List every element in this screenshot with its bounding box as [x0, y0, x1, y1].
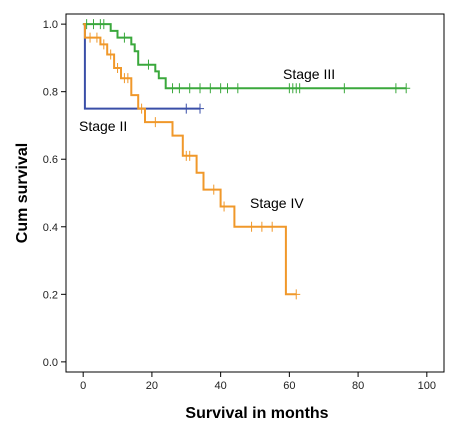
x-tick-label: 100 — [418, 380, 436, 392]
censor-mark-stage-iv — [113, 63, 122, 74]
censor-mark-stage-iii — [223, 83, 232, 94]
censor-mark-stage-iv — [99, 39, 108, 50]
series-stage-iv — [83, 23, 301, 300]
y-axis-title: Cum survival — [14, 143, 31, 243]
censor-mark-stage-iv — [268, 221, 277, 232]
series-label-stage-ii: Stage II — [79, 118, 127, 134]
x-axis-title: Survival in months — [185, 405, 328, 422]
censor-mark-stage-iii — [391, 83, 400, 94]
axes: 0 20 40 60 80 100 0.0 0.2 0.4 0.6 0.8 1.0 — [43, 19, 436, 392]
series-label-stage-iii: Stage III — [283, 66, 335, 82]
censor-mark-stage-iii — [168, 83, 177, 94]
series-layer — [82, 19, 411, 300]
censor-mark-stage-iii — [206, 83, 215, 94]
censor-mark-stage-ii — [182, 103, 191, 114]
y-tick-label: 1.0 — [43, 19, 58, 31]
y-tick-label: 0.2 — [43, 289, 58, 301]
censor-mark-stage-iv — [86, 32, 95, 43]
y-tick-label: 0.0 — [43, 357, 58, 369]
x-tick-label: 0 — [80, 380, 86, 392]
series-line-stage-iv — [83, 23, 297, 296]
y-tick-label: 0.8 — [43, 87, 58, 99]
x-tick-label: 80 — [352, 380, 364, 392]
censor-mark-stage-iv — [257, 221, 266, 232]
censor-mark-stage-iii — [340, 83, 349, 94]
censor-mark-stage-iv — [247, 221, 256, 232]
plot-frame — [65, 13, 445, 373]
censor-mark-stage-iii — [233, 83, 242, 94]
censor-mark-stage-iv — [185, 150, 194, 161]
censor-mark-stage-iii — [402, 83, 411, 94]
x-tick-label: 20 — [146, 380, 158, 392]
censor-mark-stage-iv — [137, 103, 146, 114]
censor-mark-stage-iv — [106, 49, 115, 60]
censor-mark-stage-ii — [196, 103, 205, 114]
censor-mark-stage-iii — [99, 19, 108, 30]
x-tick-label: 40 — [215, 380, 227, 392]
censor-mark-stage-iv — [123, 73, 132, 84]
y-tick-label: 0.6 — [43, 154, 58, 166]
censor-mark-stage-iv — [209, 184, 218, 195]
censor-mark-stage-iii — [120, 32, 129, 43]
y-tick-label: 0.4 — [43, 222, 58, 234]
censor-mark-stage-iii — [144, 59, 153, 70]
censor-mark-stage-iii — [295, 83, 304, 94]
censor-mark-stage-iv — [92, 32, 101, 43]
censor-mark-stage-iii — [185, 83, 194, 94]
censor-mark-stage-iv — [220, 201, 229, 212]
series-stage-iii — [82, 19, 411, 94]
censor-mark-stage-iii — [175, 83, 184, 94]
censor-mark-stage-iii — [196, 83, 205, 94]
censor-mark-stage-iv — [292, 289, 301, 300]
series-label-stage-iv: Stage IV — [250, 195, 304, 211]
series-line-stage-iii — [83, 23, 407, 90]
censor-mark-stage-iv — [151, 117, 160, 128]
censor-mark-stage-iii — [89, 19, 98, 30]
censor-mark-stage-iii — [216, 83, 225, 94]
x-tick-label: 60 — [283, 380, 295, 392]
